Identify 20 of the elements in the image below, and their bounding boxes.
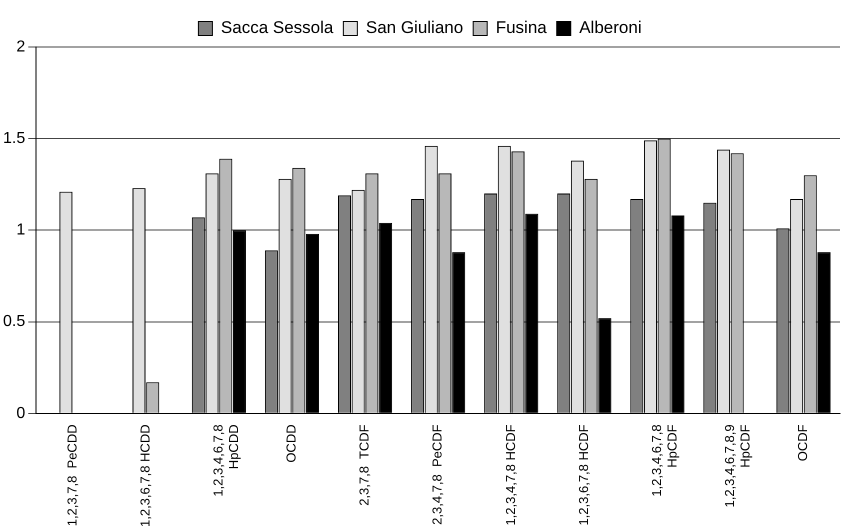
x-tick-label: 1,2,3,7,8 PeCDD [64,424,80,526]
y-tick-label: 0.5 [2,313,26,330]
x-tick-label: 1,2,3,4,6,7,8,9 HpCDF [722,424,753,508]
legend-label: Sacca Sessola [220,18,334,38]
x-tick-label: 2,3,7,8 TCDF [356,424,372,506]
y-tick-label: 1.5 [2,130,26,148]
x-tick-label: 2,3,4,7,8 PeCDF [430,424,445,525]
x-tick-label: 1,2,3,6,7,8 HCDF [576,424,591,526]
y-tick-label: 0 [16,404,26,422]
legend-label: San Giuliano [366,18,464,38]
y-tick-label: 2 [16,38,26,56]
y-tick-label: 1 [16,222,26,239]
x-tick-label: 1,2,3,6,7,8 HCDD [137,424,152,528]
legend-label: Alberoni [579,18,642,38]
x-tick-label: OCDF [795,424,810,462]
x-tick-label: 1,2,3,4,7,8 HCDF [502,424,518,526]
x-tick-label: 1,2,3,4,6,7,8 HpCDD [210,424,242,497]
x-tick-label: 1,2,3,4,6,7,8 HpCDF [648,424,680,497]
x-tick-label: OCDD [284,424,299,463]
legend-label: Fusina [496,18,548,38]
